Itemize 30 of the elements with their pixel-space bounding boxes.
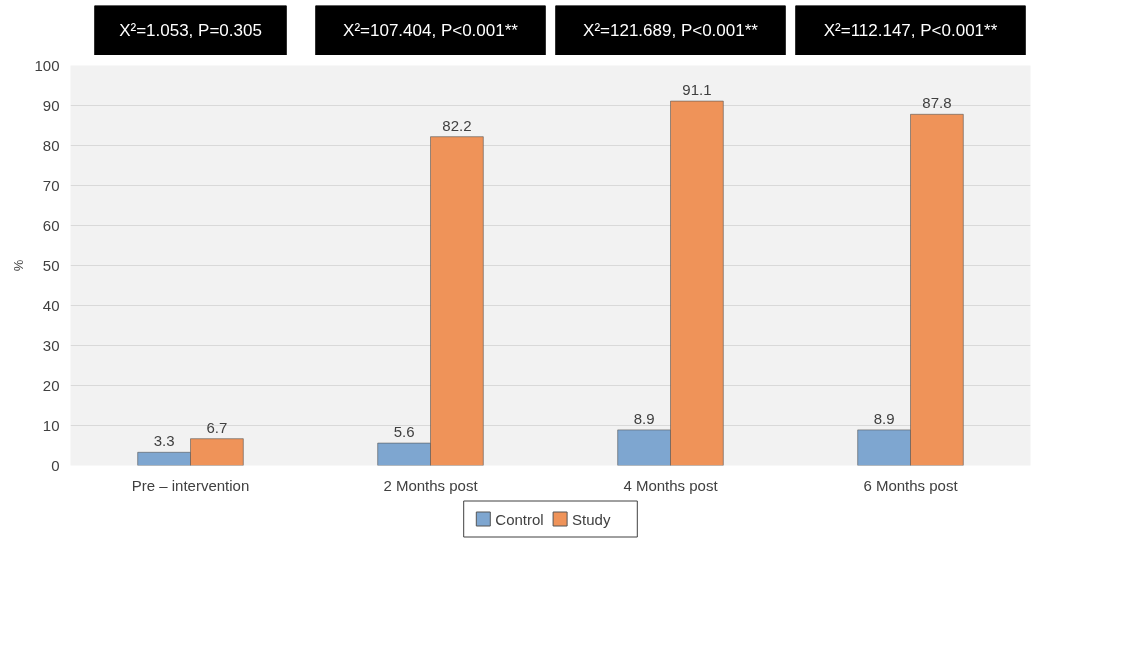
y-tick-label: 0 (51, 456, 60, 474)
data-label: 6.7 (206, 418, 228, 436)
y-tick-label: 40 (42, 296, 60, 314)
y-tick-label: 90 (42, 96, 60, 114)
x-tick-label: Pre – intervention (131, 476, 250, 494)
data-label: 3.3 (153, 432, 175, 450)
data-label: 8.9 (873, 409, 895, 427)
y-tick-label: 70 (42, 176, 60, 194)
data-label: 91.1 (682, 81, 712, 99)
text: X²=121.689, P<0.001** (583, 21, 759, 40)
text: X²=112.147, P<0.001** (823, 21, 998, 40)
y-tick-label: 30 (42, 336, 60, 354)
y-axis-title: % (11, 259, 27, 272)
x-tick-label: 4 Months post (623, 476, 719, 494)
y-tick-label: 10 (42, 416, 60, 434)
x-tick-label: 2 Months post (383, 476, 479, 494)
data-label: 82.2 (442, 116, 472, 134)
legend-label: Study (572, 510, 611, 528)
text: X²=107.404, P<0.001** (343, 21, 519, 40)
x-tick-label: 6 Months post (863, 476, 959, 494)
y-tick-label: 100 (34, 56, 60, 74)
y-tick-label: 20 (42, 376, 60, 394)
y-tick-label: 60 (42, 216, 60, 234)
legend-label: Control (495, 510, 544, 528)
data-label: 5.6 (393, 423, 415, 441)
data-label: 87.8 (922, 94, 952, 112)
data-label: 8.9 (633, 409, 655, 427)
y-tick-label: 50 (42, 256, 60, 274)
text: X²=1.053, P=0.305 (119, 21, 262, 40)
y-tick-label: 80 (42, 136, 60, 154)
